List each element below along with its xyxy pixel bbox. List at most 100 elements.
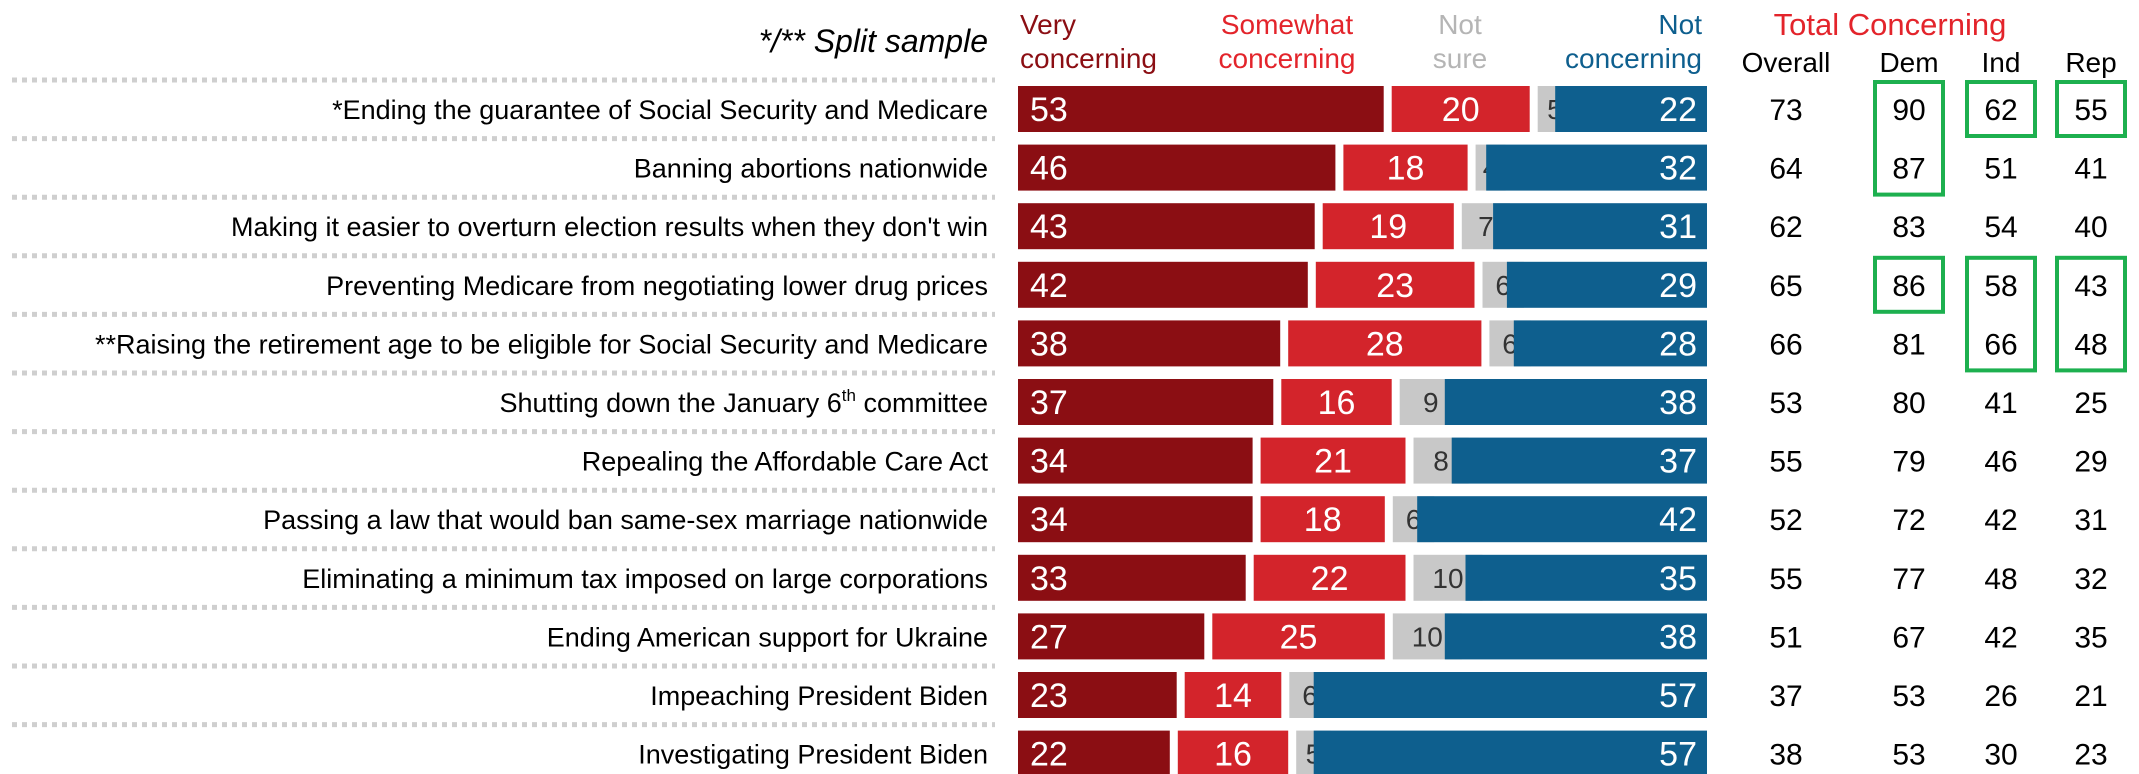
bar-segment-somewhat [1343, 144, 1468, 191]
highlight-box-ind [1965, 255, 2037, 373]
bar-segment-very [1018, 554, 1246, 601]
total-rep-value: 23 [2074, 739, 2107, 772]
header-col-overall: Overall [1742, 47, 1831, 78]
bar-value-label: 34 [1030, 501, 1068, 539]
total-overall-value: 55 [1769, 446, 1802, 479]
header-somewhat-line2: concerning [1219, 43, 1356, 74]
total-ind-value: 41 [1984, 387, 2017, 420]
bar-value-label: 53 [1030, 91, 1068, 129]
total-rep-value: 25 [2074, 387, 2107, 420]
total-rep-value: 55 [2074, 94, 2107, 127]
header-very-line2: concerning [1020, 43, 1157, 74]
bar-value-label: 28 [1366, 325, 1404, 363]
row-separators [12, 77, 995, 728]
bar-segment-somewhat [1260, 437, 1406, 484]
total-dem-value: 53 [1892, 739, 1925, 772]
bar-segment-very [1018, 437, 1253, 484]
total-rep-value: 41 [2074, 153, 2107, 186]
bar-value-label: 38 [1659, 384, 1697, 422]
bar-value-label: 10 [1432, 563, 1463, 594]
header-col-rep: Rep [2065, 47, 2116, 78]
bar-segment-very [1018, 379, 1274, 425]
bar-segment-somewhat [1212, 613, 1385, 660]
total-dem-value: 77 [1892, 563, 1925, 596]
bar-segment-not [1313, 672, 1707, 718]
header-not-line1: Not [1658, 9, 1702, 40]
total-overall-value: 66 [1769, 328, 1802, 361]
bar-value-label: 14 [1214, 677, 1252, 715]
total-concerning-table: 73 90 62 55 64 87 51 41 62 83 54 40 65 86 58 43 66 81 66 48… [1769, 94, 2107, 772]
category-label: Making it easier to overturn election re… [231, 212, 988, 242]
header-total-concerning: Total Concerning [1774, 7, 2007, 42]
bar-value-label: 43 [1030, 208, 1068, 246]
bar-value-label: 38 [1030, 325, 1068, 363]
total-dem-value: 90 [1892, 94, 1925, 127]
category-label: Investigating President Biden [638, 740, 988, 770]
bar-segment-not [1451, 437, 1707, 484]
total-dem-value: 67 [1892, 621, 1925, 654]
bar-segment-not [1465, 554, 1707, 601]
category-label: Preventing Medicare from negotiating low… [326, 271, 988, 301]
bar-segment-somewhat [1184, 672, 1282, 718]
total-overall-value: 51 [1769, 621, 1802, 654]
bar-segment-not [1444, 613, 1707, 660]
bar-value-label: 37 [1659, 443, 1697, 481]
total-dem-value: 83 [1892, 211, 1925, 244]
bar-value-label: 46 [1030, 150, 1068, 188]
highlight-box-ind [1965, 80, 2037, 138]
bar-value-label: 29 [1659, 267, 1697, 305]
bar-segment-very [1018, 203, 1315, 250]
bar-value-label: 57 [1659, 736, 1697, 774]
category-label: Eliminating a minimum tax imposed on lar… [302, 564, 988, 594]
total-overall-value: 37 [1769, 680, 1802, 713]
total-rep-value: 35 [2074, 621, 2107, 654]
bar-segment-somewhat [1281, 379, 1392, 425]
bar-value-label: 21 [1314, 443, 1352, 481]
header-very-line1: Very [1020, 9, 1076, 40]
total-rep-value: 21 [2074, 680, 2107, 713]
total-dem-value: 81 [1892, 328, 1925, 361]
bar-value-label: 18 [1387, 150, 1425, 188]
highlight-box-rep [2055, 255, 2127, 373]
total-ind-value: 54 [1984, 211, 2017, 244]
bar-value-label: 31 [1659, 208, 1697, 246]
bar-segment-very [1018, 144, 1336, 191]
bar-value-label: 42 [1030, 267, 1068, 305]
bar-value-label: 19 [1369, 208, 1407, 246]
bar-value-label: 16 [1214, 736, 1252, 774]
bar-segment-not [1555, 86, 1707, 132]
bar-value-label: 9 [1423, 387, 1439, 418]
total-dem-value: 87 [1892, 153, 1925, 186]
total-ind-value: 30 [1984, 739, 2017, 772]
header-notsure-line1: Not [1438, 9, 1482, 40]
total-ind-value: 58 [1984, 270, 2017, 303]
total-ind-value: 48 [1984, 563, 2017, 596]
header-col-dem: Dem [1879, 47, 1938, 78]
total-ind-value: 46 [1984, 446, 2017, 479]
bar-value-label: 20 [1442, 91, 1480, 129]
total-rep-value: 40 [2074, 211, 2107, 244]
bar-segment-somewhat [1253, 554, 1406, 601]
stacked-bars: 5320522461843243197314223629382862837169… [1018, 86, 1707, 774]
total-overall-value: 55 [1769, 563, 1802, 596]
total-overall-value: 53 [1769, 387, 1802, 420]
total-overall-value: 62 [1769, 211, 1802, 244]
category-label: Passing a law that would ban same-sex ma… [263, 505, 988, 535]
bar-segment-very [1018, 613, 1205, 660]
category-label: Impeaching President Biden [650, 681, 988, 711]
bar-segment-not [1506, 261, 1707, 308]
total-overall-value: 52 [1769, 504, 1802, 537]
header-notsure-line2: sure [1433, 43, 1487, 74]
bar-segment-very [1018, 320, 1281, 367]
bar-value-label: 27 [1030, 618, 1068, 656]
category-label: Ending American support for Ukraine [547, 622, 988, 652]
total-dem-value: 53 [1892, 680, 1925, 713]
total-ind-value: 62 [1984, 94, 2017, 127]
highlight-box-dem [1873, 255, 1945, 314]
category-labels: *Ending the guarantee of Social Security… [95, 95, 988, 770]
category-label: Shutting down the January 6th committee [500, 386, 988, 418]
bar-segment-not [1493, 203, 1707, 250]
bar-segment-somewhat [1391, 86, 1530, 132]
bar-value-label: 25 [1280, 618, 1318, 656]
